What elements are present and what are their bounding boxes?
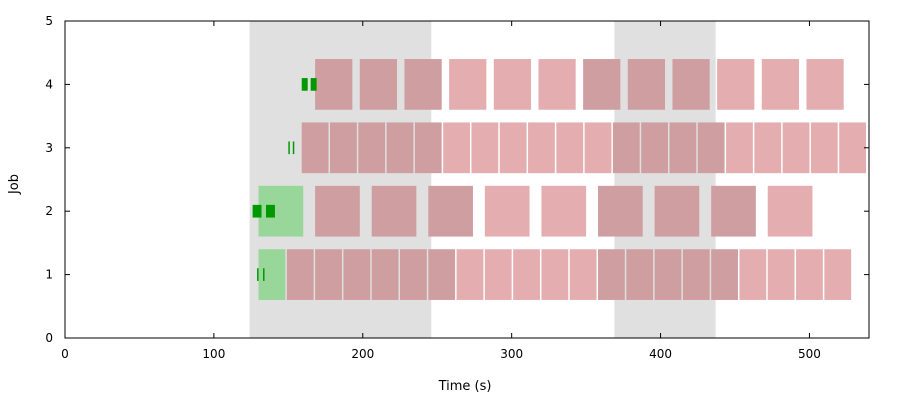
task-bar [711,185,756,237]
task-bar [761,59,800,110]
task-bars [252,59,867,300]
task-bar [697,122,725,174]
x-tick-label: 300 [500,347,523,361]
y-axis-label: Job [7,174,22,195]
task-bar [484,185,530,237]
task-bar [499,122,527,174]
x-tick-label: 400 [649,347,672,361]
task-bar [654,185,700,237]
task-bar [583,59,621,110]
task-bar [301,122,329,174]
task-bar [654,249,682,300]
task-bar [471,122,499,174]
task-bar [839,122,867,174]
task-bar [358,122,386,174]
task-bar [315,249,342,300]
plot-border [64,20,870,339]
task-bar [428,185,473,237]
start-marker [288,141,290,155]
task-bar [682,249,710,300]
task-bar [315,185,360,237]
y-tick-label: 5 [45,14,53,28]
start-marker [310,78,317,91]
task-bar [669,122,697,174]
task-bar [641,122,668,174]
x-tick-label: 100 [202,347,225,361]
task-bar [569,249,597,300]
task-bar [443,122,470,174]
task-bar [598,185,643,237]
task-bar [541,185,587,237]
task-bar [810,122,838,174]
task-bar [584,122,612,174]
task-bar [343,249,371,300]
task-bar [767,185,813,237]
task-bar [717,59,755,110]
task-bar [371,185,417,237]
task-bar [400,249,427,300]
x-axis-label: Time (s) [438,379,492,394]
task-bar [456,249,484,300]
task-bar [386,122,414,174]
task-bar [428,249,456,300]
task-bar [330,122,357,174]
y-tick-label: 1 [45,268,53,282]
x-tick-label: 0 [61,347,69,361]
y-tick-label: 2 [45,204,53,218]
start-marker [252,204,262,218]
plot-frame [64,20,870,339]
task-bar [796,249,823,300]
task-bar [598,249,625,300]
task-bar [484,249,512,300]
start-marker [263,268,265,281]
task-bar [541,249,569,300]
task-bar [538,59,576,110]
task-bar [371,249,399,300]
task-bar [754,122,782,174]
task-bar [359,59,398,110]
start-marker [266,204,275,218]
task-bar [672,59,710,110]
task-bar [513,249,540,300]
start-marker [292,141,295,155]
task-bar [726,122,753,174]
task-bar [782,122,810,174]
task-bar [449,59,487,110]
task-bar [824,249,852,300]
task-bar [627,59,666,110]
task-bar [556,122,584,174]
green-task-bar [258,185,304,237]
green-task-bar [258,249,286,300]
task-bar [414,122,442,174]
task-bar [404,59,442,110]
task-bar [315,59,353,110]
task-bar [528,122,555,174]
y-tick-label: 4 [45,77,53,91]
task-bar [767,249,795,300]
task-bar [612,122,640,174]
x-tick-label: 200 [351,347,374,361]
start-marker [257,268,259,281]
start-marker [301,78,308,91]
task-bar [711,249,738,300]
y-tick-label: 3 [45,141,53,155]
x-tick-label: 500 [798,347,821,361]
task-bar [739,249,767,300]
task-bar [286,249,314,300]
axis-ticks: 0 100 200 300 400 500 0 1 2 3 4 5 [45,14,869,361]
y-tick-label: 0 [45,331,53,345]
task-bar [626,249,654,300]
task-bar [493,59,532,110]
task-bar [806,59,844,110]
